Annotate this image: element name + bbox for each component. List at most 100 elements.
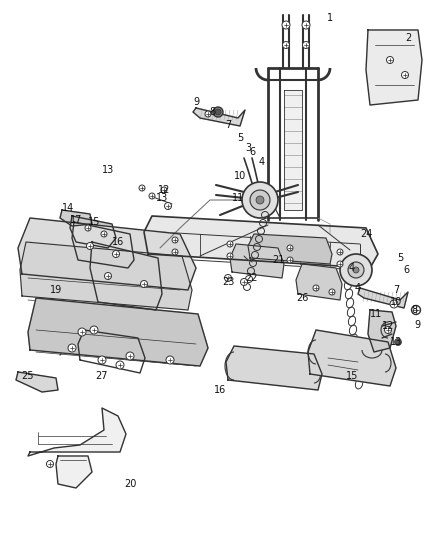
- Circle shape: [337, 249, 343, 255]
- Circle shape: [386, 56, 393, 63]
- Text: 14: 14: [62, 203, 74, 213]
- Circle shape: [287, 245, 293, 251]
- Text: 15: 15: [346, 371, 358, 381]
- Circle shape: [240, 279, 247, 286]
- Text: 6: 6: [403, 265, 409, 275]
- Circle shape: [302, 21, 310, 29]
- Circle shape: [348, 262, 364, 278]
- Polygon shape: [28, 298, 208, 366]
- Text: 6: 6: [249, 147, 255, 157]
- Polygon shape: [368, 310, 396, 352]
- Circle shape: [101, 231, 107, 237]
- Circle shape: [172, 249, 178, 255]
- Text: 25: 25: [22, 371, 34, 381]
- Text: 23: 23: [222, 277, 234, 287]
- Text: 12: 12: [158, 185, 170, 195]
- Text: 15: 15: [88, 217, 100, 227]
- Text: 26: 26: [296, 293, 308, 303]
- Circle shape: [98, 356, 106, 364]
- Text: 24: 24: [360, 229, 372, 239]
- Text: 7: 7: [225, 120, 231, 130]
- Polygon shape: [56, 456, 92, 488]
- Text: 5: 5: [397, 253, 403, 263]
- Polygon shape: [193, 108, 245, 126]
- Circle shape: [411, 305, 420, 314]
- Polygon shape: [16, 372, 58, 392]
- Polygon shape: [248, 234, 332, 264]
- Circle shape: [395, 338, 402, 345]
- Polygon shape: [230, 244, 284, 278]
- Circle shape: [78, 328, 86, 336]
- Circle shape: [337, 261, 343, 267]
- Circle shape: [85, 225, 91, 231]
- Text: 22: 22: [246, 273, 258, 283]
- Text: 4: 4: [355, 283, 361, 293]
- Text: 9: 9: [414, 320, 420, 330]
- Text: 8: 8: [209, 107, 215, 117]
- Text: 21: 21: [272, 255, 284, 265]
- Circle shape: [390, 300, 398, 308]
- Polygon shape: [226, 346, 322, 390]
- Circle shape: [213, 107, 223, 117]
- Circle shape: [172, 237, 178, 243]
- Text: 1: 1: [327, 13, 333, 23]
- Circle shape: [282, 21, 290, 29]
- Circle shape: [165, 203, 172, 209]
- Text: 17: 17: [70, 215, 82, 225]
- Circle shape: [205, 111, 211, 117]
- Polygon shape: [90, 242, 162, 310]
- Circle shape: [86, 243, 93, 249]
- Polygon shape: [358, 288, 408, 308]
- Text: 8: 8: [411, 305, 417, 315]
- Circle shape: [161, 187, 167, 193]
- Text: 19: 19: [50, 285, 62, 295]
- Text: 27: 27: [96, 371, 108, 381]
- Text: 5: 5: [237, 133, 243, 143]
- Text: 11: 11: [370, 309, 382, 319]
- Circle shape: [166, 356, 174, 364]
- Polygon shape: [284, 90, 302, 210]
- Circle shape: [227, 241, 233, 247]
- Polygon shape: [28, 408, 126, 456]
- Circle shape: [402, 71, 409, 78]
- Circle shape: [68, 344, 76, 352]
- Polygon shape: [70, 216, 116, 248]
- Circle shape: [283, 42, 290, 49]
- Polygon shape: [20, 242, 192, 310]
- Circle shape: [90, 326, 98, 334]
- Text: 10: 10: [390, 297, 402, 307]
- Circle shape: [141, 280, 148, 287]
- Circle shape: [116, 361, 124, 369]
- Circle shape: [139, 185, 145, 191]
- Polygon shape: [18, 218, 196, 290]
- Circle shape: [385, 327, 392, 334]
- Text: 16: 16: [112, 237, 124, 247]
- Circle shape: [149, 193, 155, 199]
- Text: 10: 10: [234, 171, 246, 181]
- Polygon shape: [308, 330, 396, 386]
- Text: 12: 12: [382, 321, 394, 331]
- Text: 11: 11: [232, 193, 244, 203]
- Circle shape: [303, 42, 310, 49]
- Circle shape: [227, 253, 233, 259]
- Circle shape: [242, 182, 278, 218]
- Polygon shape: [144, 216, 378, 268]
- Polygon shape: [72, 222, 134, 268]
- Circle shape: [225, 274, 232, 281]
- Text: 16: 16: [214, 385, 226, 395]
- Circle shape: [313, 285, 319, 291]
- Polygon shape: [366, 30, 422, 105]
- Circle shape: [126, 352, 134, 360]
- Circle shape: [329, 289, 335, 295]
- Text: 13: 13: [156, 193, 168, 203]
- Circle shape: [256, 196, 264, 204]
- Circle shape: [215, 109, 221, 115]
- Text: 7: 7: [393, 285, 399, 295]
- Text: 9: 9: [193, 97, 199, 107]
- Circle shape: [105, 272, 112, 279]
- Circle shape: [46, 461, 53, 467]
- Circle shape: [340, 254, 372, 286]
- Circle shape: [113, 251, 120, 257]
- Circle shape: [287, 257, 293, 263]
- Circle shape: [250, 190, 270, 210]
